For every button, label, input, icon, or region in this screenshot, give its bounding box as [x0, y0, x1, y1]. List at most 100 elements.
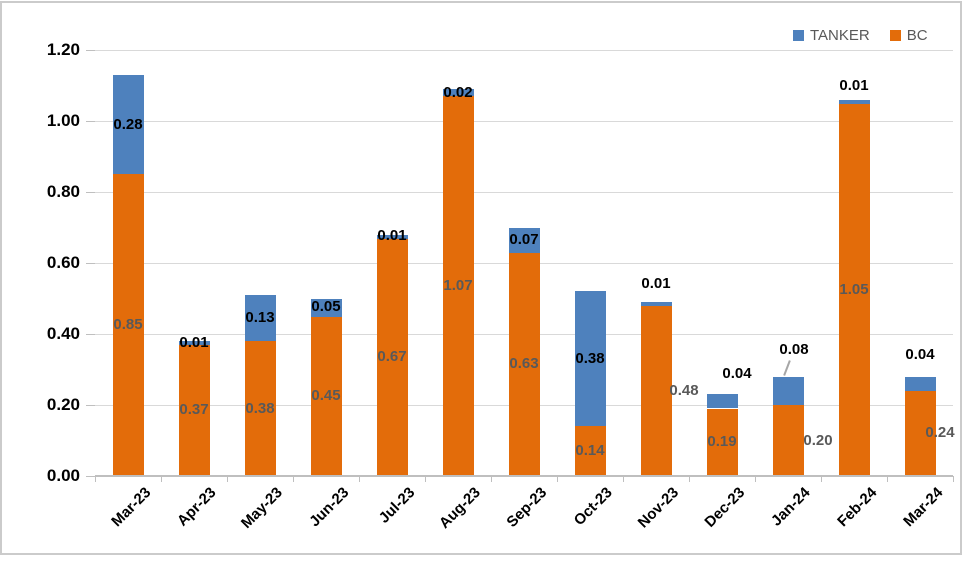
bc-value-label: 1.05 — [839, 280, 869, 298]
tanker-value-label: 0.04 — [905, 345, 935, 363]
bc-bar — [178, 345, 210, 476]
x-axis-label: Dec-23 — [701, 484, 749, 531]
x-axis-tick — [557, 476, 558, 482]
x-axis-label: Apr-23 — [174, 484, 221, 530]
bc-bar — [442, 96, 474, 476]
x-axis-label: Jun-23 — [305, 484, 353, 531]
bc-value-label: 0.38 — [245, 399, 275, 417]
bc-bar — [838, 103, 870, 476]
y-axis-label: 0.80 — [46, 182, 80, 201]
tanker-value-label: 0.08 — [779, 340, 809, 358]
bc-value-label: 0.14 — [575, 442, 605, 460]
x-axis-label: Aug-23 — [436, 484, 485, 532]
gridline — [95, 50, 953, 51]
x-axis-label: Mar-23 — [107, 484, 155, 531]
bc-bar — [640, 306, 672, 476]
tanker-bar — [112, 75, 144, 174]
bc-value-label: 0.20 — [803, 431, 833, 449]
y-axis-tick — [86, 405, 95, 406]
tanker-value-label: 0.28 — [113, 115, 143, 133]
tanker-bar — [574, 291, 606, 426]
x-axis-tick — [491, 476, 492, 482]
tanker-value-label: 0.38 — [575, 349, 605, 367]
x-axis-label: Mar-24 — [899, 484, 947, 531]
x-axis-tick — [623, 476, 624, 482]
x-axis-tick — [95, 476, 96, 482]
y-axis-tick — [86, 50, 95, 51]
y-axis-label: 1.00 — [46, 111, 80, 130]
gridline — [95, 192, 953, 193]
legend-label-tanker: TANKER — [810, 27, 870, 44]
tanker-bar — [310, 299, 342, 317]
x-axis-label: Sep-23 — [503, 484, 551, 531]
tanker-value-label: 0.02 — [443, 83, 473, 101]
x-axis-tick — [425, 476, 426, 482]
tanker-bar — [772, 377, 804, 405]
bc-value-label: 0.85 — [113, 316, 143, 334]
tanker-value-label: 0.01 — [179, 333, 209, 351]
y-axis-tick — [86, 476, 95, 477]
y-axis-label: 0.40 — [46, 324, 80, 343]
bc-swatch-icon — [889, 30, 901, 41]
tanker-bar — [244, 295, 276, 341]
tanker-value-label: 0.07 — [509, 230, 539, 248]
tanker-bar — [640, 302, 672, 306]
tanker-bar — [442, 89, 474, 96]
y-axis-label: 0.00 — [46, 466, 80, 485]
x-axis-label: Nov-23 — [634, 484, 683, 532]
bc-bar — [508, 252, 540, 476]
x-axis-tick — [953, 476, 954, 482]
x-axis-label: Jul-23 — [375, 484, 419, 527]
y-axis-tick — [86, 121, 95, 122]
tanker-bar — [904, 377, 936, 391]
bc-bar — [244, 341, 276, 476]
bc-value-label: 0.48 — [669, 381, 699, 399]
bc-bar — [706, 409, 738, 476]
x-axis-tick — [755, 476, 756, 482]
legend-item-tanker: TANKER — [793, 27, 870, 44]
tanker-bar — [508, 228, 540, 253]
bc-value-label: 1.07 — [443, 277, 473, 295]
bc-value-label: 0.67 — [377, 348, 407, 366]
bc-bar — [112, 174, 144, 476]
tanker-value-label: 0.13 — [245, 309, 275, 327]
x-axis-label: May-23 — [238, 484, 287, 532]
bc-bar — [904, 391, 936, 476]
x-axis-label: Feb-24 — [833, 484, 881, 531]
bc-value-label: 0.24 — [925, 424, 955, 442]
bc-bar — [310, 316, 342, 476]
x-axis-line — [95, 475, 953, 477]
legend-item-bc: BC — [889, 27, 928, 44]
tanker-swatch-icon — [793, 30, 804, 41]
y-axis-tick — [86, 192, 95, 193]
y-axis-label: 1.20 — [46, 40, 80, 59]
chart-frame: 0.00 0.20 0.40 0.60 0.80 1.00 1.20 0.85 0.28 Mar-… — [0, 1, 962, 555]
x-axis-tick — [293, 476, 294, 482]
tanker-value-label: 0.01 — [641, 275, 671, 293]
bc-bar — [376, 238, 408, 476]
legend-label-bc: BC — [906, 27, 928, 44]
gridline — [95, 121, 953, 122]
tanker-value-label: 0.04 — [722, 365, 752, 383]
y-axis-label: 0.60 — [46, 253, 80, 272]
x-axis-tick — [227, 476, 228, 482]
x-axis-tick — [359, 476, 360, 482]
x-axis-tick — [887, 476, 888, 482]
bc-value-label: 0.19 — [707, 433, 737, 451]
y-axis-tick — [86, 334, 95, 335]
bc-value-label: 0.45 — [311, 387, 341, 405]
bc-value-label: 0.63 — [509, 355, 539, 373]
tanker-bar — [376, 235, 408, 239]
x-axis-label: Jan-24 — [768, 484, 815, 530]
label-leader-line — [782, 359, 791, 376]
legend: TANKER BC — [793, 27, 928, 44]
tanker-bar — [178, 341, 210, 345]
tanker-value-label: 0.05 — [311, 298, 341, 316]
x-axis-tick — [161, 476, 162, 482]
bc-value-label: 0.37 — [179, 401, 209, 419]
bc-bar — [772, 405, 804, 476]
tanker-value-label: 0.01 — [839, 76, 869, 94]
x-axis-tick — [689, 476, 690, 482]
y-axis-tick — [86, 263, 95, 264]
bc-bar — [574, 426, 606, 476]
